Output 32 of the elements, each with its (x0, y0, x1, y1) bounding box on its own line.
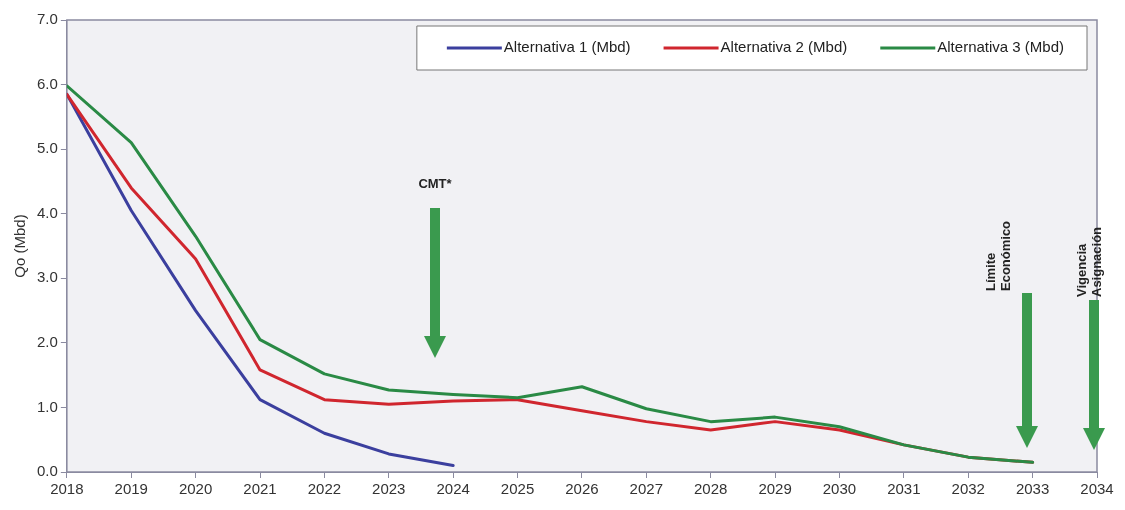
x-tick-label: 2033 (1015, 480, 1050, 498)
y-tick-label: 1.0 (36, 397, 58, 415)
x-tick-label: 2030 (822, 480, 857, 498)
annotation: Límite Económico (983, 219, 1013, 291)
x-tick-label: 2022 (307, 480, 342, 498)
x-tick-label: 2024 (436, 480, 470, 498)
x-tick-label: 2027 (629, 480, 663, 498)
x-tick-label: 2020 (178, 480, 213, 498)
y-tick-label: 0.0 (36, 462, 58, 480)
annotation: Vigencia Asignación (1074, 225, 1104, 297)
y-tick-label: 3.0 (36, 268, 58, 286)
x-tick-label: 2034 (1080, 480, 1114, 498)
y-axis-title: Qo (Mbd) (11, 214, 29, 278)
x-tick-label: 2032 (951, 480, 985, 498)
x-tick-label: 2025 (500, 480, 535, 498)
y-tick-label: 7.0 (36, 10, 58, 28)
x-tick-label: 2021 (243, 480, 277, 498)
x-tick-label: 2023 (372, 480, 406, 498)
x-tick-label: 2026 (565, 480, 599, 498)
x-tick-label: 2019 (114, 480, 148, 498)
y-tick-label: 2.0 (36, 333, 58, 350)
legend-label: Alternativa 2 (Mbd) (720, 38, 848, 56)
legend-label: Alternativa 3 (Mbd) (937, 38, 1064, 56)
annotation: CMT* (417, 176, 453, 191)
y-tick-label: 6.0 (36, 74, 58, 92)
legend-label: Alternativa 1 (Mbd) (503, 38, 631, 56)
y-tick-label: 5.0 (36, 139, 58, 157)
x-tick-label: 2028 (694, 480, 728, 498)
x-tick-label: 2029 (758, 480, 792, 498)
y-tick-label: 4.0 (36, 203, 58, 221)
x-tick-label: 2031 (887, 480, 921, 498)
x-tick-label: 2018 (50, 480, 84, 498)
